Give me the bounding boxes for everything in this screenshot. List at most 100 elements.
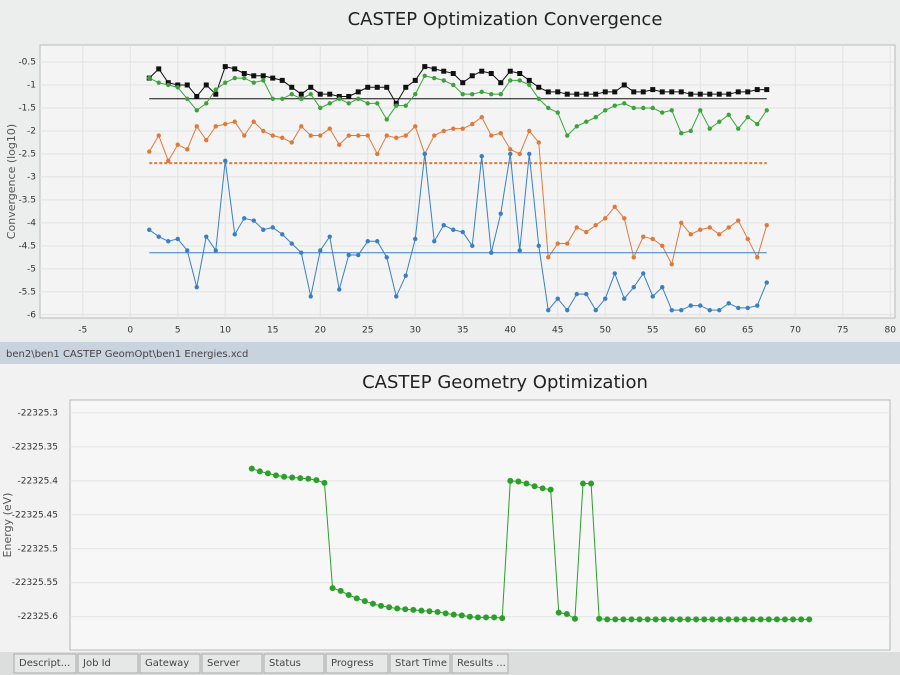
point bbox=[546, 255, 551, 260]
point bbox=[222, 64, 228, 70]
plot-area bbox=[69, 399, 891, 651]
point bbox=[261, 227, 266, 232]
point bbox=[631, 285, 636, 290]
point bbox=[327, 101, 332, 106]
point bbox=[256, 468, 263, 475]
point bbox=[394, 294, 399, 299]
point bbox=[346, 252, 351, 258]
point bbox=[539, 485, 546, 492]
point bbox=[798, 616, 805, 623]
point bbox=[536, 96, 541, 101]
column-header[interactable] bbox=[263, 653, 325, 674]
point bbox=[232, 75, 237, 81]
point bbox=[508, 147, 513, 152]
point bbox=[491, 614, 498, 621]
point bbox=[636, 616, 643, 623]
point bbox=[175, 82, 181, 88]
point bbox=[223, 121, 228, 127]
point bbox=[299, 96, 304, 101]
column-header[interactable] bbox=[451, 653, 509, 674]
point bbox=[565, 241, 570, 246]
point bbox=[441, 68, 447, 74]
y-tick-label: -2 bbox=[27, 126, 36, 136]
y-tick-label: -22325.4 bbox=[18, 476, 59, 486]
point bbox=[394, 103, 399, 108]
column-header[interactable] bbox=[139, 653, 201, 674]
point bbox=[413, 124, 418, 129]
point bbox=[204, 137, 209, 143]
point bbox=[574, 291, 579, 297]
point bbox=[279, 77, 285, 83]
point bbox=[204, 101, 209, 106]
point bbox=[707, 91, 713, 97]
point bbox=[622, 296, 627, 301]
point bbox=[251, 119, 256, 124]
point bbox=[745, 89, 751, 95]
point bbox=[410, 606, 417, 613]
point bbox=[726, 91, 732, 97]
point bbox=[479, 68, 485, 74]
point bbox=[479, 89, 484, 95]
point bbox=[194, 285, 199, 290]
point bbox=[707, 126, 712, 131]
point bbox=[536, 243, 541, 249]
column-header[interactable] bbox=[13, 653, 77, 674]
point bbox=[679, 220, 684, 226]
point bbox=[531, 483, 538, 490]
point bbox=[745, 236, 750, 242]
point bbox=[517, 248, 522, 253]
point bbox=[470, 243, 475, 249]
point bbox=[270, 75, 276, 81]
point bbox=[660, 616, 667, 623]
point bbox=[641, 105, 646, 111]
point bbox=[451, 126, 456, 131]
point bbox=[185, 147, 190, 152]
point bbox=[517, 78, 522, 83]
point bbox=[736, 126, 741, 131]
point bbox=[669, 307, 674, 313]
chart-title: CASTEP Geometry Optimization bbox=[362, 372, 648, 393]
point bbox=[764, 87, 770, 93]
point bbox=[384, 84, 390, 90]
point bbox=[536, 84, 542, 90]
point bbox=[563, 610, 570, 617]
point bbox=[660, 243, 665, 249]
column-header[interactable] bbox=[389, 653, 451, 674]
point bbox=[327, 234, 332, 239]
x-tick-label: 10 bbox=[220, 326, 232, 336]
y-tick-label: -22325.6 bbox=[18, 612, 59, 622]
column-header[interactable] bbox=[325, 653, 389, 674]
point bbox=[232, 119, 237, 124]
point bbox=[588, 480, 595, 487]
point bbox=[790, 616, 797, 623]
y-tick-label: -22325.3 bbox=[18, 408, 58, 418]
point bbox=[660, 110, 665, 115]
y-axis-label: Convergence (log10) bbox=[5, 124, 18, 239]
point bbox=[546, 307, 551, 313]
point bbox=[248, 465, 255, 472]
point bbox=[749, 616, 756, 623]
point bbox=[564, 91, 570, 97]
point bbox=[147, 75, 152, 81]
point bbox=[631, 105, 636, 111]
point bbox=[327, 126, 332, 131]
column-header[interactable] bbox=[201, 653, 263, 674]
point bbox=[527, 82, 532, 88]
y-tick-label: -5 bbox=[27, 264, 36, 274]
point bbox=[384, 255, 389, 260]
point bbox=[353, 595, 360, 602]
point bbox=[156, 66, 162, 72]
point bbox=[555, 89, 561, 95]
point bbox=[261, 78, 266, 83]
point bbox=[450, 70, 456, 76]
point bbox=[175, 85, 180, 90]
point bbox=[337, 587, 344, 594]
point bbox=[346, 101, 351, 106]
point bbox=[498, 91, 503, 97]
column-header[interactable] bbox=[77, 653, 139, 674]
point bbox=[536, 140, 541, 145]
point bbox=[716, 91, 722, 97]
x-tick-label: 20 bbox=[315, 326, 327, 336]
point bbox=[413, 236, 418, 242]
y-tick-label: -6 bbox=[27, 310, 36, 320]
